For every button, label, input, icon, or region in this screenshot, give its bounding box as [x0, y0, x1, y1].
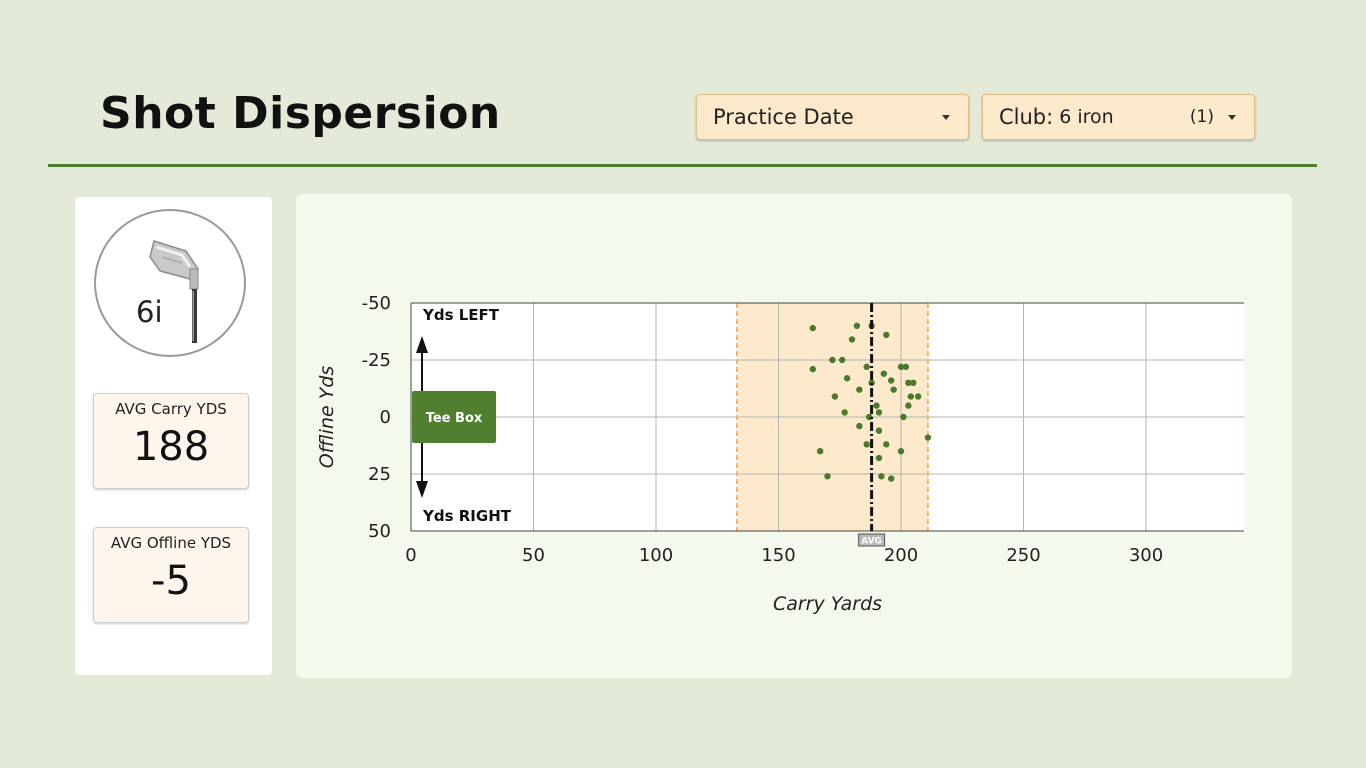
- x-axis-title: Carry Yards: [773, 593, 882, 615]
- dispersion-chart-panel: AVG 0 50 100 150 200 250 300 -50 -25 0 25 50 Carry Ya…: [296, 194, 1292, 678]
- shot-point: [809, 365, 816, 373]
- practice-date-dropdown[interactable]: Practice Date: [696, 94, 969, 140]
- shot-point: [863, 363, 870, 371]
- shot-point: [868, 379, 875, 386]
- arrow-up-icon: [416, 336, 428, 353]
- chevron-down-icon: [942, 115, 950, 120]
- club-label: 6i: [136, 295, 163, 329]
- golf-iron-icon: [149, 240, 199, 343]
- club-filter-count: (1): [1189, 107, 1214, 127]
- x-tick-label: 250: [1006, 545, 1040, 566]
- y-axis-title: Offline Yds: [316, 366, 338, 469]
- tee-box: [412, 391, 496, 443]
- x-tick-label: 200: [884, 545, 918, 566]
- shot-point: [839, 356, 846, 364]
- y-tick-label: -25: [362, 350, 391, 371]
- chevron-down-icon: [1228, 115, 1236, 120]
- shot-point: [878, 473, 885, 480]
- club-summary-panel: 6i AVG Carry YDS 188 AVG Offline YDS -5: [75, 197, 272, 675]
- shot-point: [809, 324, 816, 332]
- avg-marker-label: AVG: [861, 537, 882, 547]
- shot-point: [902, 363, 910, 371]
- x-tick-label: 150: [761, 545, 795, 566]
- avg-marker-badge: [858, 533, 886, 547]
- avg-offline-card: AVG Offline YDS -5: [93, 527, 249, 623]
- shot-point: [831, 393, 839, 400]
- shot-point: [875, 454, 883, 462]
- shot-point: [875, 427, 883, 434]
- x-tick-label: 100: [639, 545, 673, 566]
- y-tick-label: 50: [368, 521, 391, 542]
- dispersion-chart: AVG 0 50 100 150 200 250 300 -50 -25 0 25 50 Carry Ya…: [316, 293, 1244, 615]
- shot-point: [924, 434, 932, 441]
- page-title: Shot Dispersion: [100, 88, 501, 139]
- x-tick-label: 0: [405, 545, 416, 566]
- shot-point: [873, 402, 880, 409]
- shot-point: [890, 386, 897, 393]
- shot-point: [816, 448, 824, 455]
- yds-right-label: Yds RIGHT: [422, 507, 512, 525]
- club-filter-prefix: Club:: [999, 105, 1054, 129]
- club-filter-value: 6 iron: [1059, 106, 1114, 128]
- shot-point: [897, 448, 905, 455]
- yds-left-label: Yds LEFT: [422, 306, 500, 324]
- x-tick-label: 300: [1129, 545, 1163, 566]
- shot-point: [905, 379, 912, 386]
- shot-point: [853, 322, 861, 329]
- shot-point: [856, 386, 863, 393]
- avg-offline-label: AVG Offline YDS: [110, 534, 232, 552]
- shot-point: [880, 370, 888, 377]
- club-filter-dropdown[interactable]: Club: 6 iron (1): [982, 94, 1255, 140]
- shot-point: [897, 363, 905, 371]
- shot-point: [907, 393, 914, 400]
- practice-date-label: Practice Date: [713, 105, 854, 129]
- shot-point: [875, 409, 883, 416]
- club-badge: 6i: [94, 209, 246, 357]
- shot-point: [910, 379, 917, 386]
- shot-point: [829, 356, 836, 364]
- avg-carry-card: AVG Carry YDS 188: [93, 393, 249, 489]
- tee-box-label: Tee Box: [426, 411, 483, 426]
- shot-point: [883, 331, 890, 339]
- shot-point: [888, 377, 895, 384]
- y-tick-label: -50: [362, 293, 391, 314]
- shot-point: [843, 375, 851, 382]
- shot-point: [888, 475, 895, 482]
- shot-point: [856, 422, 863, 430]
- avg-offline-value: -5: [151, 558, 191, 604]
- shot-point: [848, 336, 856, 343]
- shot-point: [900, 413, 907, 421]
- avg-carry-label: AVG Carry YDS: [115, 400, 227, 418]
- shot-point: [863, 441, 870, 448]
- x-tick-label: 50: [522, 545, 545, 566]
- avg-carry-value: 188: [132, 424, 210, 470]
- shot-point: [824, 473, 831, 480]
- y-tick-label: 25: [368, 464, 391, 485]
- arrow-down-icon: [416, 481, 428, 498]
- shot-point: [914, 393, 922, 400]
- header-divider: [48, 164, 1317, 167]
- y-tick-label: 0: [380, 407, 391, 428]
- shot-point: [905, 402, 912, 409]
- shot-point: [883, 441, 890, 448]
- shot-point: [841, 409, 848, 416]
